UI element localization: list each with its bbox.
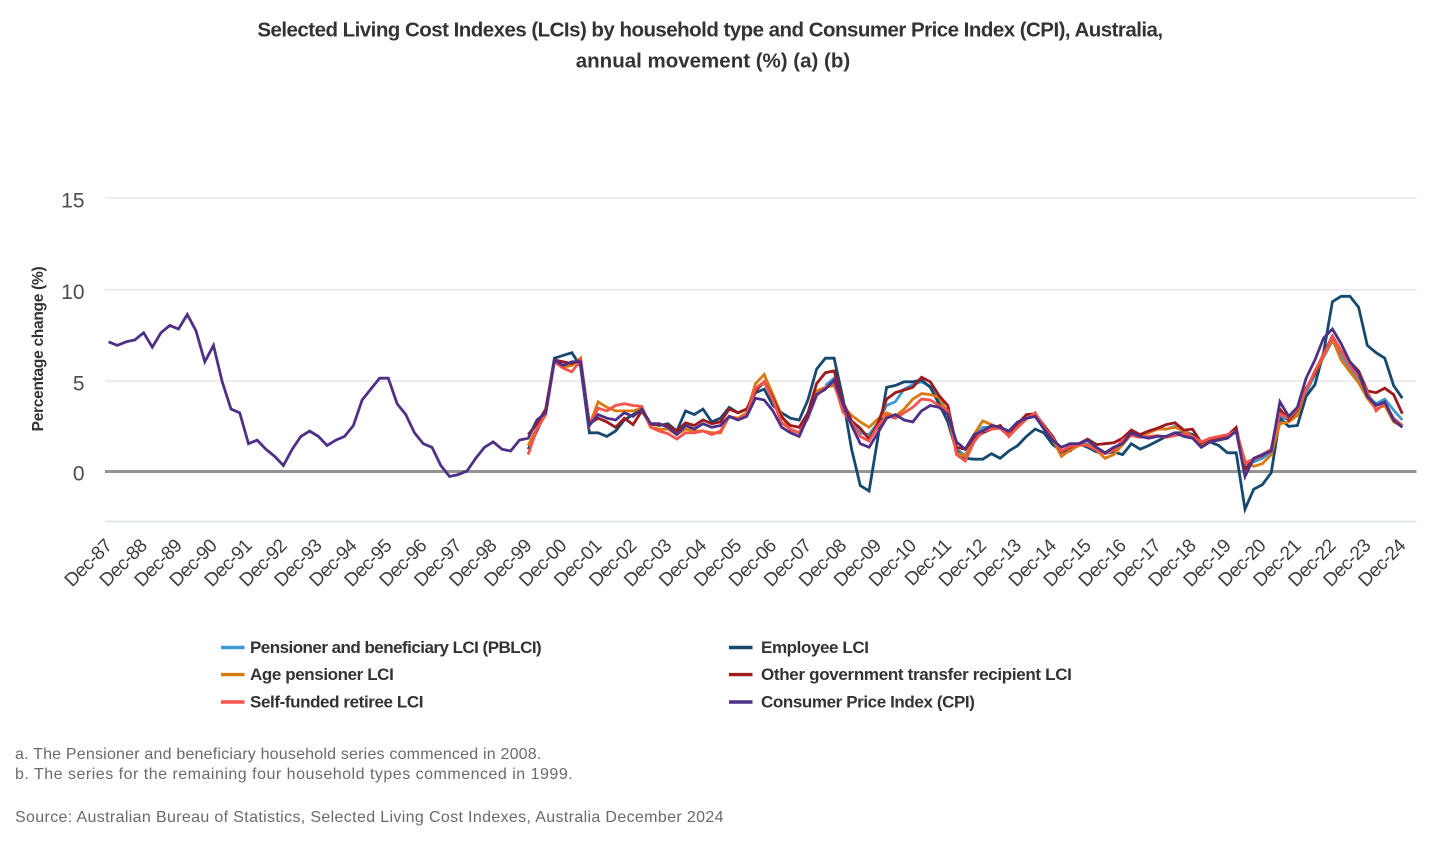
svg-text:10: 10 (61, 281, 84, 304)
svg-text:15: 15 (61, 189, 84, 212)
svg-text:Pensioner and beneficiary LCI: Pensioner and beneficiary LCI (PBLCI) (250, 638, 541, 657)
svg-text:annual movement (%) (a) (b): annual movement (%) (a) (b) (576, 49, 851, 72)
svg-text:Employee LCI: Employee LCI (761, 638, 869, 657)
svg-text:5: 5 (73, 373, 85, 396)
svg-text:Source: Australian Bureau of S: Source: Australian Bureau of Statistics,… (15, 809, 724, 826)
svg-text:Other government transfer reci: Other government transfer recipient LCI (761, 665, 1072, 684)
svg-text:Self-funded retiree LCI: Self-funded retiree LCI (250, 692, 423, 711)
svg-text:Selected Living Cost Indexes (: Selected Living Cost Indexes (LCIs) by h… (257, 18, 1162, 41)
svg-text:b. The series for the remainin: b. The series for the remaining four hou… (15, 766, 573, 783)
svg-text:Age pensioner LCI: Age pensioner LCI (250, 665, 393, 684)
svg-text:Consumer Price Index (CPI): Consumer Price Index (CPI) (761, 692, 975, 711)
svg-text:Percentage change (%): Percentage change (%) (30, 267, 47, 432)
svg-text:0: 0 (73, 462, 85, 485)
svg-text:a. The Pensioner and beneficia: a. The Pensioner and beneficiary househo… (15, 746, 542, 763)
